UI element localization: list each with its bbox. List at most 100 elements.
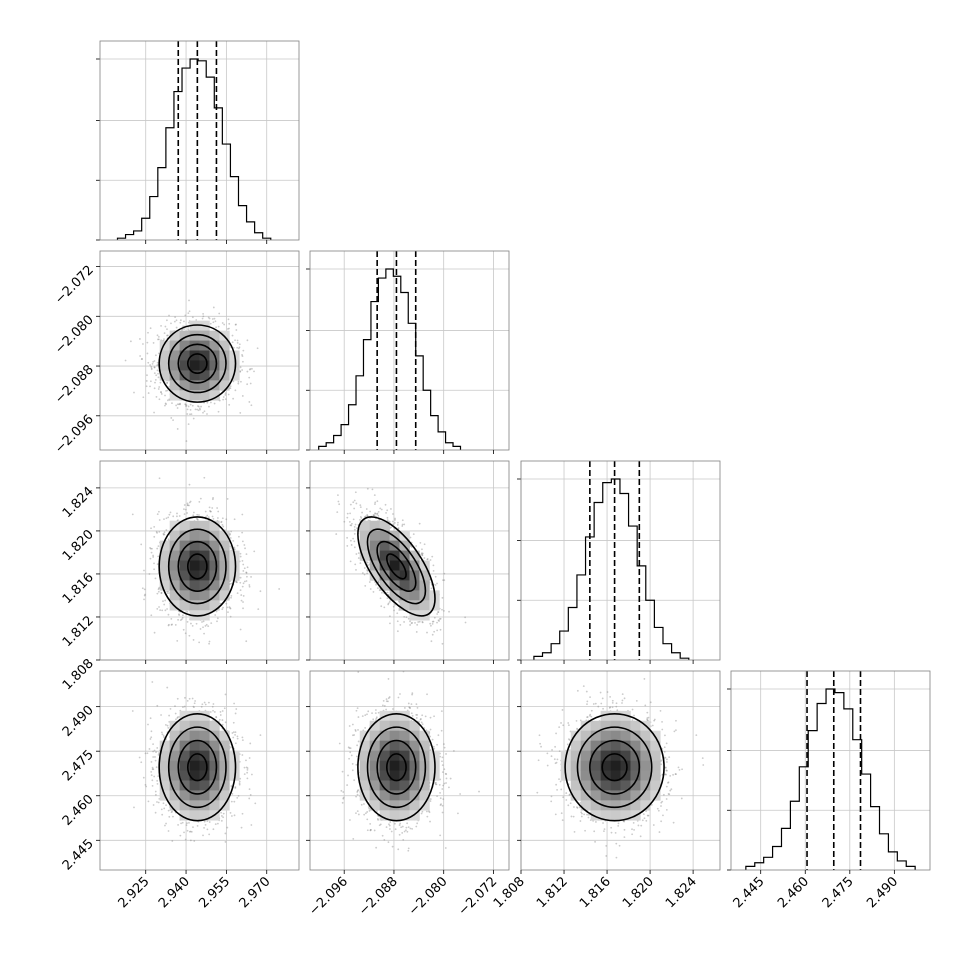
- scatter-point: [383, 606, 386, 609]
- scatter-point: [200, 405, 202, 408]
- scatter-point: [376, 587, 379, 590]
- density-bin: [590, 750, 601, 761]
- density-bin: [179, 750, 190, 761]
- scatter-point: [615, 842, 618, 845]
- scatter-point: [228, 403, 231, 406]
- scatter-point: [438, 618, 441, 620]
- scatter-point: [234, 339, 236, 342]
- scatter-point: [245, 571, 248, 574]
- scatter-point: [580, 811, 583, 814]
- density-bin: [600, 720, 611, 731]
- scatter-point: [392, 708, 394, 710]
- scatter-point: [359, 519, 361, 521]
- scatter-point: [229, 387, 232, 390]
- density-bin: [169, 790, 180, 801]
- scatter-point: [349, 524, 352, 527]
- density-bin: [399, 750, 410, 761]
- scatter-point: [438, 783, 441, 786]
- scatter-point: [583, 813, 586, 816]
- density-bin: [189, 350, 200, 361]
- density-bin: [169, 720, 180, 731]
- scatter-point: [184, 403, 187, 406]
- scatter-point: [664, 766, 667, 769]
- contour-line: [366, 726, 427, 809]
- scatter-point: [153, 749, 156, 752]
- scatter-point: [236, 346, 239, 349]
- scatter-point: [554, 762, 557, 765]
- scatter-point: [615, 856, 618, 859]
- scatter-point: [646, 717, 649, 720]
- contour-line: [187, 353, 208, 374]
- scatter-point: [385, 698, 388, 701]
- scatter-point: [400, 826, 403, 829]
- scatter-point: [589, 713, 592, 716]
- scatter-point: [236, 592, 239, 595]
- scatter-point: [669, 774, 672, 777]
- scatter-point: [187, 321, 190, 324]
- scatter-point: [241, 812, 244, 815]
- density-bin: [159, 580, 170, 591]
- contour-line: [386, 553, 407, 580]
- scatter-point: [243, 773, 246, 775]
- density-bin: [189, 530, 200, 541]
- scatter-point: [226, 606, 229, 609]
- scatter-point: [680, 797, 683, 800]
- scatter-point: [234, 786, 237, 788]
- density-bin: [590, 810, 601, 821]
- scatter-point: [176, 403, 179, 406]
- scatter-point: [248, 757, 251, 759]
- scatter-point: [355, 812, 357, 815]
- density-bin: [219, 360, 230, 371]
- density-bin: [359, 520, 370, 531]
- density-bin: [369, 790, 380, 801]
- scatter-point: [193, 706, 195, 709]
- scatter-point: [385, 512, 387, 514]
- panel-frame: [309, 460, 510, 661]
- scatter-point: [459, 793, 462, 795]
- scatter-point: [421, 810, 424, 813]
- scatter-point: [239, 370, 242, 373]
- scatter-point: [221, 719, 224, 721]
- density-bin: [179, 780, 190, 791]
- scatter-point: [211, 507, 214, 509]
- y-tick-label: 1.816: [60, 570, 97, 607]
- density-bin: [379, 790, 390, 801]
- density-bin: [189, 580, 200, 591]
- scatter-point: [656, 807, 659, 810]
- scatter-point: [153, 562, 155, 565]
- scatter-point: [381, 834, 384, 837]
- scatter-point: [139, 355, 141, 357]
- scatter-point: [356, 744, 359, 747]
- density-bin: [359, 750, 370, 761]
- scatter-point: [346, 516, 349, 519]
- density-bin: [179, 550, 190, 561]
- scatter-point: [251, 367, 253, 370]
- scatter-point: [242, 607, 244, 610]
- density-bin: [580, 790, 591, 801]
- scatter-point: [168, 513, 171, 516]
- scatter-point: [206, 514, 209, 517]
- density-bin: [369, 760, 380, 771]
- scatter-point: [374, 712, 377, 715]
- density-bin: [650, 780, 661, 791]
- scatter-point: [403, 523, 406, 526]
- scatter-point: [213, 711, 216, 713]
- scatter-point: [440, 803, 442, 806]
- density-bin: [179, 350, 190, 361]
- density-bin: [359, 740, 370, 751]
- panel-frame: [99, 670, 300, 871]
- scatter-point: [445, 777, 448, 780]
- density-bin: [610, 730, 621, 741]
- scatter-point: [366, 514, 369, 517]
- scatter-point: [209, 510, 212, 513]
- scatter-point: [146, 752, 149, 755]
- scatter-point: [217, 410, 220, 413]
- scatter-point: [153, 387, 156, 390]
- density-bin: [379, 530, 390, 541]
- x-axis-3: 2.445 2.460 2.475 2.490: [731, 870, 901, 911]
- scatter-point: [431, 738, 434, 741]
- density-bin: [369, 770, 380, 781]
- scatter-point: [443, 782, 446, 785]
- scatter-point: [174, 316, 177, 319]
- density-bin: [409, 760, 420, 771]
